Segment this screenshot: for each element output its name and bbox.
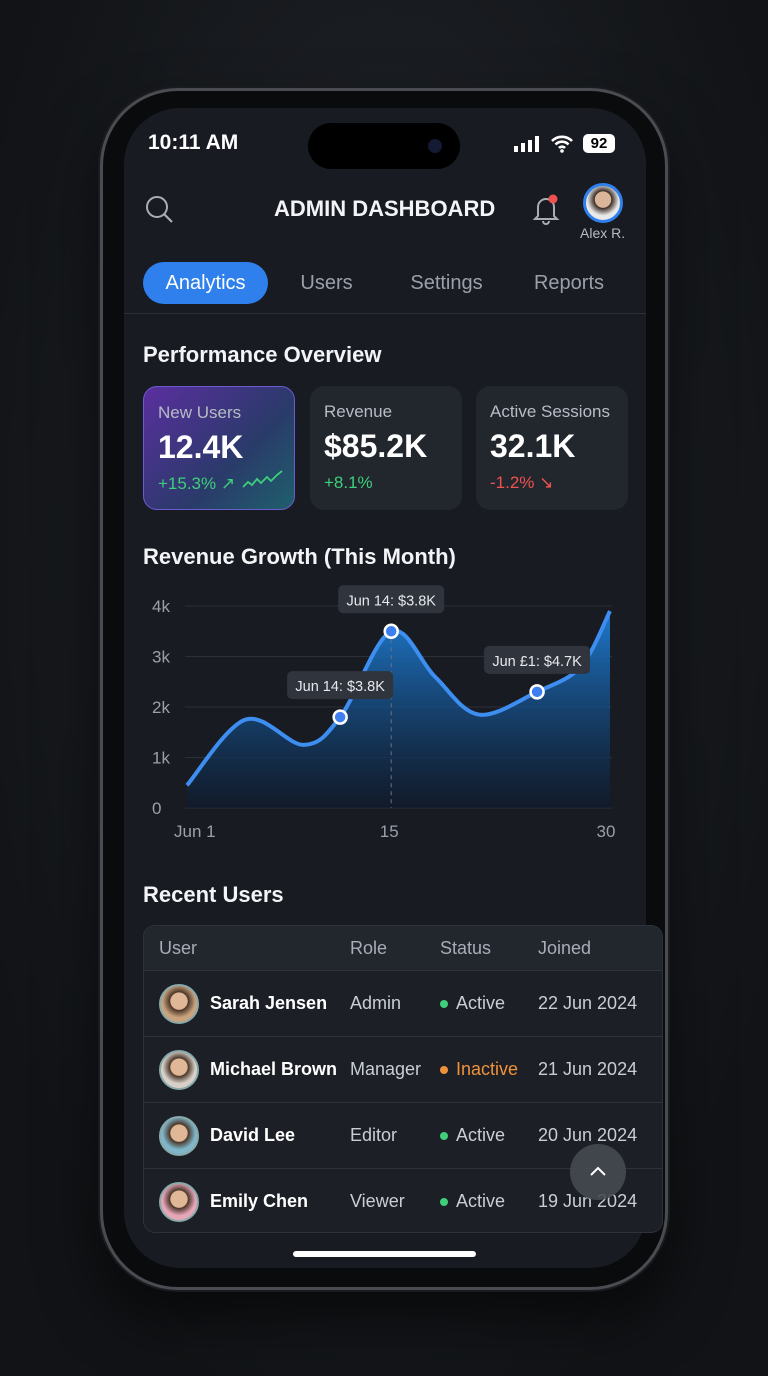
battery-icon: 92 — [583, 134, 615, 153]
page-title: ADMIN DASHBOARD — [274, 196, 496, 221]
status-text: Active — [456, 993, 506, 1013]
section-title-performance: Performance Overview — [143, 342, 382, 367]
user-role: Editor — [350, 1125, 398, 1145]
avatar — [159, 984, 199, 1024]
y-tick-label: 0 — [152, 799, 161, 818]
tooltip-label: Jun 14: $3.8K — [295, 679, 385, 695]
home-indicator[interactable] — [293, 1251, 476, 1257]
table-row[interactable]: Michael Brown Manager Inactive 21 Jun 20… — [144, 1036, 662, 1102]
data-point[interactable] — [383, 623, 399, 639]
user-role: Manager — [350, 1059, 422, 1079]
series-line — [185, 610, 612, 787]
revenue-chart: 0 1k 2k 3k 4k Jun 1 15 30 Jun 14: $3.8K Jun 14: $… — [152, 585, 616, 841]
user-name[interactable]: David Lee — [210, 1125, 296, 1145]
stat-value: $85.2K — [324, 428, 428, 464]
status-badge: Active — [440, 1191, 505, 1212]
status-dot-icon — [440, 1198, 448, 1207]
user-name: Alex R. — [580, 225, 626, 241]
col-joined[interactable]: Joined — [538, 938, 592, 958]
tooltip — [338, 585, 445, 614]
x-tick-label: 15 — [380, 822, 399, 841]
col-status[interactable]: Status — [440, 938, 492, 958]
status-badge: Active — [440, 1125, 505, 1146]
chevron-up-icon — [590, 1166, 606, 1176]
tooltip — [484, 645, 591, 674]
user-name[interactable]: Sarah Jensen — [210, 993, 328, 1013]
stat-value: 32.1K — [490, 428, 576, 464]
table-row[interactable]: Emily Chen Viewer Active 19 Jun 2024 — [144, 1168, 662, 1232]
user-role: Admin — [350, 993, 402, 1013]
y-tick-label: 2k — [152, 698, 170, 717]
status-badge: Active — [440, 993, 505, 1014]
avatar[interactable] — [583, 183, 623, 223]
status-text: Active — [456, 1125, 506, 1145]
user-role: Viewer — [350, 1191, 405, 1211]
status-dot-icon — [440, 1132, 448, 1141]
tab-reports[interactable]: Reports — [533, 272, 605, 294]
tooltip — [287, 671, 394, 700]
tab-bar: Analytics Users Settings Reports — [124, 262, 646, 314]
tab-settings[interactable]: Settings — [410, 272, 483, 294]
table-header: User Role Status Joined — [144, 926, 662, 970]
tooltip-label: Jun £1: $4.7K — [492, 654, 582, 670]
stat-label: New Users — [158, 403, 242, 422]
status-text: Inactive — [456, 1059, 519, 1079]
user-name[interactable]: Michael Brown — [210, 1059, 338, 1079]
signal-icon — [514, 136, 539, 152]
wifi-icon — [551, 135, 573, 153]
joined-date: 20 Jun 2024 — [538, 1125, 638, 1145]
search-icon[interactable] — [144, 194, 174, 224]
table-row[interactable]: David Lee Editor Active 20 Jun 2024 — [144, 1102, 662, 1168]
y-tick-label: 3k — [152, 648, 170, 667]
users-table: User Role Status Joined Sarah Jensen Adm… — [143, 925, 663, 1233]
tab-users[interactable]: Users — [300, 272, 353, 294]
sparkline-icon — [242, 470, 283, 488]
data-point[interactable] — [332, 709, 348, 725]
data-point[interactable] — [529, 684, 545, 700]
avatar — [159, 1050, 199, 1090]
stat-change: +8.1% — [324, 473, 373, 492]
camera-icon — [428, 139, 442, 153]
table-row[interactable]: Sarah Jensen Admin Active 22 Jun 2024 — [144, 970, 662, 1036]
stat-card-revenue[interactable]: Revenue $85.2K +8.1% — [310, 386, 462, 510]
user-name[interactable]: Emily Chen — [210, 1191, 309, 1211]
tooltip-label: Jun 14: $3.8K — [346, 593, 436, 609]
stat-change: -1.2% ↘ — [490, 473, 554, 492]
chart-title: Revenue Growth (This Month) — [143, 544, 456, 569]
status-dot-icon — [440, 1000, 448, 1009]
x-tick-label: 30 — [597, 822, 616, 841]
tab-analytics[interactable]: Analytics — [143, 262, 268, 304]
x-tick-label: Jun 1 — [174, 822, 216, 841]
status-dot-icon — [440, 1066, 448, 1075]
status-badge: Inactive — [440, 1059, 518, 1080]
status-text: Active — [456, 1191, 506, 1211]
scroll-top-button[interactable] — [570, 1144, 626, 1200]
stat-card-active-sessions[interactable]: Active Sessions 32.1K -1.2% ↘ — [476, 386, 628, 510]
stat-value: 12.4K — [158, 429, 244, 465]
joined-date: 22 Jun 2024 — [538, 993, 638, 1013]
status-time: 10:11 AM — [148, 131, 239, 154]
stat-label: Revenue — [324, 402, 393, 421]
col-user[interactable]: User — [159, 938, 198, 958]
y-tick-label: 4k — [152, 597, 170, 616]
stat-label: Active Sessions — [490, 402, 610, 421]
col-role[interactable]: Role — [350, 938, 388, 958]
joined-date: 21 Jun 2024 — [538, 1059, 638, 1079]
y-tick-label: 1k — [152, 749, 170, 768]
stat-change: +15.3% ↗ — [158, 474, 236, 493]
area-fill — [187, 611, 610, 808]
avatar — [159, 1116, 199, 1156]
section-title-recent-users: Recent Users — [143, 882, 284, 907]
bell-icon[interactable] — [530, 192, 562, 226]
stat-card-new-users[interactable]: New Users 12.4K +15.3% ↗ — [143, 386, 295, 510]
avatar — [159, 1182, 199, 1222]
